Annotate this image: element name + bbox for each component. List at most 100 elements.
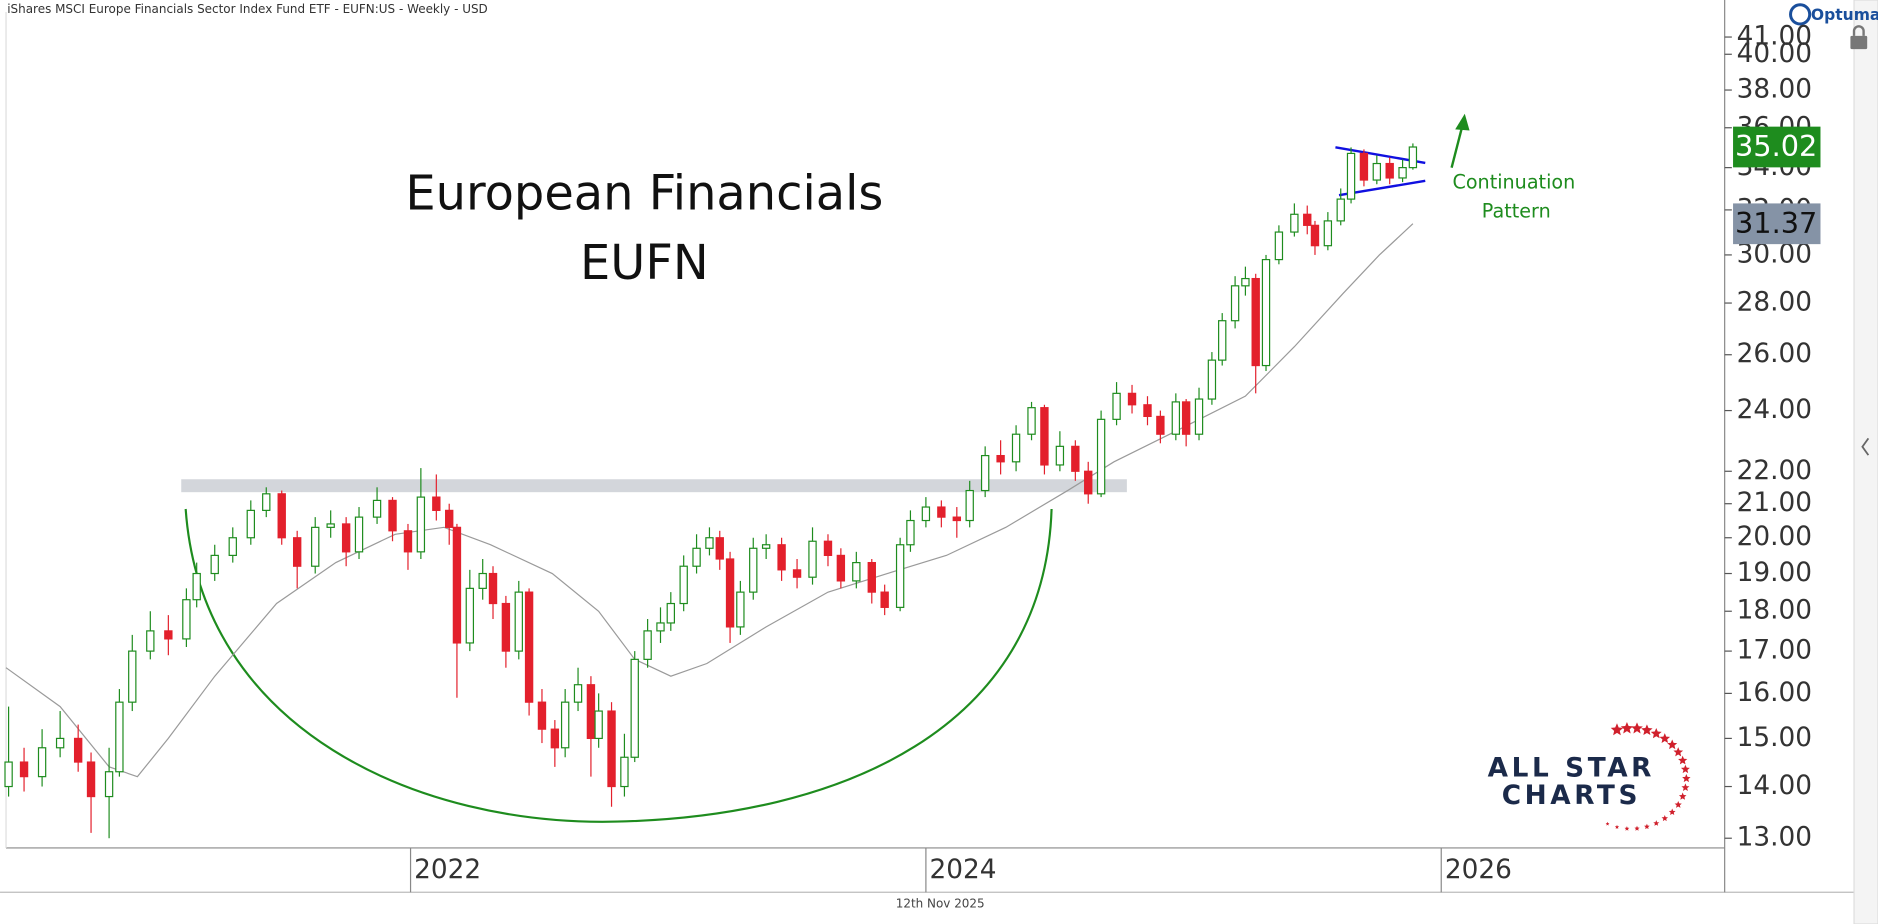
- candle-body: [1372, 162, 1382, 181]
- candle-body: [643, 630, 652, 660]
- candle-body: [388, 499, 397, 532]
- footer-date: 12th Nov 2025: [896, 897, 985, 911]
- candle-body: [1096, 418, 1106, 495]
- candle-body: [895, 544, 905, 608]
- candle-body: [550, 728, 560, 749]
- candle-body: [501, 602, 511, 652]
- candle-body: [452, 526, 462, 644]
- candle-body: [1261, 258, 1271, 367]
- candle-body: [164, 630, 173, 640]
- candle-body: [1359, 152, 1369, 181]
- logo-star: [1682, 774, 1691, 783]
- candle-body: [1398, 167, 1407, 179]
- y-tick-label: 30.00: [1737, 239, 1812, 269]
- candle-body: [620, 756, 629, 788]
- logo-star: [1678, 755, 1688, 765]
- candle-body: [880, 591, 889, 608]
- y-tick-label: 13.00: [1737, 823, 1812, 853]
- candle-body: [1071, 445, 1080, 472]
- chart-title: iShares MSCI Europe Financials Sector In…: [7, 2, 488, 16]
- lock-shackle: [1852, 25, 1865, 36]
- platform-logo-mark: [1789, 3, 1812, 26]
- y-tick-label: 18.00: [1737, 596, 1812, 626]
- ma-price-label-box: [1733, 203, 1821, 245]
- candle-body: [1011, 433, 1021, 463]
- logo-star: [1680, 764, 1690, 774]
- candle-body: [1251, 277, 1260, 367]
- candle-body: [37, 747, 47, 778]
- candle-body: [777, 544, 786, 571]
- candle-body: [1084, 470, 1093, 495]
- candle-body: [980, 454, 990, 492]
- candle-body: [326, 523, 335, 528]
- candle-body: [749, 547, 758, 593]
- y-tick-label: 14.00: [1737, 771, 1812, 801]
- candle-body: [761, 544, 771, 549]
- candle-body: [1290, 213, 1299, 233]
- candle-body: [736, 591, 745, 628]
- candle-body: [311, 526, 320, 567]
- candle-body: [354, 516, 364, 553]
- last-price-label: 35.02: [1735, 129, 1817, 163]
- candle-body: [403, 530, 413, 553]
- logo-text: ALL STAR: [1488, 753, 1655, 783]
- logo-star: [1620, 721, 1634, 734]
- pattern-note: Continuation: [1452, 171, 1575, 194]
- logo-star: [1605, 821, 1610, 826]
- platform-logo: Optuma: [1811, 6, 1878, 24]
- candle-body: [937, 506, 946, 518]
- candle-body: [1230, 285, 1240, 322]
- candle-body: [1171, 401, 1181, 435]
- headline: European Financials: [405, 166, 883, 221]
- candle-body: [965, 489, 974, 522]
- candle-body: [1274, 231, 1284, 261]
- logo-star: [1681, 783, 1690, 792]
- candle-body: [808, 540, 817, 578]
- collapse-handle[interactable]: [1861, 437, 1870, 456]
- logo-star: [1631, 722, 1643, 734]
- candle-body: [1408, 146, 1418, 169]
- candle-body: [715, 537, 724, 560]
- y-tick-label: 19.00: [1737, 558, 1812, 588]
- candle-body: [478, 572, 487, 589]
- candle-body: [705, 537, 714, 549]
- candle-body: [1127, 392, 1137, 406]
- logo-star: [1650, 727, 1662, 739]
- candle-body: [1143, 404, 1152, 418]
- candle-body: [906, 519, 915, 546]
- candle-body: [465, 587, 475, 644]
- headline-ticker: EUFN: [580, 236, 709, 291]
- x-tick-label: 2022: [414, 855, 481, 885]
- y-tick-label: 40.00: [1737, 39, 1812, 69]
- candle-body: [1310, 224, 1320, 247]
- logo-star: [1668, 808, 1676, 816]
- lock-icon[interactable]: [1850, 25, 1868, 50]
- candle-body: [1323, 220, 1333, 247]
- y-tick-label: 24.00: [1737, 395, 1812, 425]
- y-tick-label: 16.00: [1737, 678, 1812, 708]
- lock-body: [1850, 35, 1868, 50]
- candle-body: [1040, 407, 1049, 466]
- logo-star: [1673, 747, 1684, 757]
- logo-star: [1661, 815, 1669, 822]
- candle-body: [488, 572, 498, 605]
- y-tick-label: 22.00: [1737, 456, 1812, 486]
- candle-body: [725, 558, 735, 628]
- y-tick-label: 38.00: [1737, 75, 1812, 105]
- candle-body: [104, 771, 114, 798]
- candle-body: [277, 493, 286, 539]
- candle-body: [836, 554, 846, 582]
- logo-text: CHARTS: [1502, 781, 1641, 811]
- logo-star: [1659, 733, 1671, 744]
- candle-body: [1181, 401, 1191, 435]
- candle-body: [372, 499, 382, 518]
- candle-body: [996, 454, 1005, 463]
- candle-body: [867, 561, 876, 593]
- logo-star: [1653, 820, 1660, 826]
- candle-body: [514, 591, 523, 652]
- candle-body: [1112, 392, 1121, 420]
- candle-body: [146, 630, 155, 652]
- candle-body: [560, 701, 570, 749]
